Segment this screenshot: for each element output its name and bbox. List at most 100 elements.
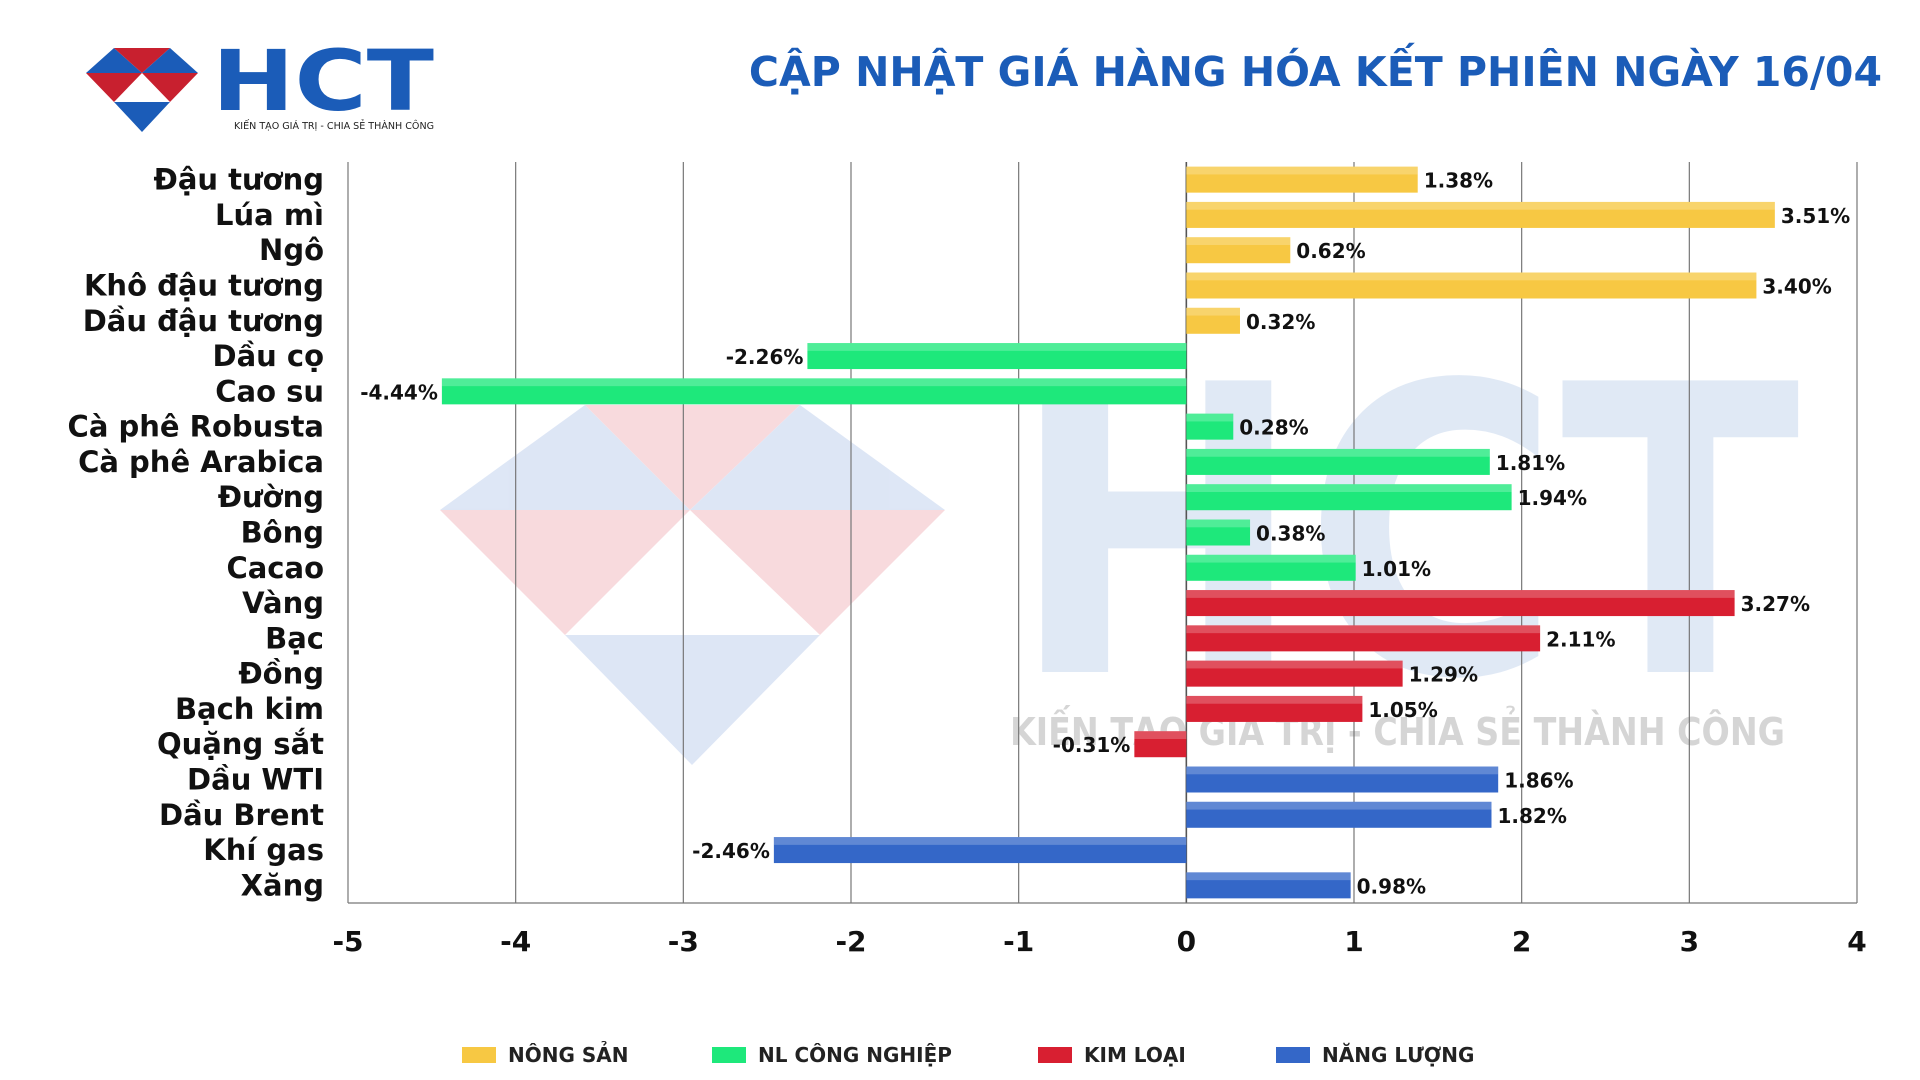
- category-label: Cà phê Robusta: [68, 410, 324, 444]
- data-label: 3.40%: [1762, 275, 1831, 299]
- x-tick-label: 0: [1177, 925, 1196, 958]
- category-label: Quặng sắt: [157, 727, 324, 761]
- data-label: -2.46%: [692, 839, 770, 863]
- data-label: 1.05%: [1368, 698, 1437, 722]
- chart-legend: NÔNG SẢN NL CÔNG NGHIỆP KIM LOẠI NĂNG LƯỢNG: [0, 1040, 1920, 1070]
- hct-logo: HCT KIẾN TẠO GIÁ TRỊ - CHIA SẺ THÀNH CÔN…: [86, 32, 434, 132]
- data-label: 1.38%: [1424, 169, 1493, 193]
- data-label: 1.86%: [1504, 769, 1573, 793]
- data-label: 1.82%: [1497, 804, 1566, 828]
- data-label: 1.81%: [1496, 451, 1565, 475]
- legend-item: NÔNG SẢN: [462, 1040, 628, 1070]
- bar: [1186, 554, 1356, 581]
- x-tick-label: 2: [1512, 925, 1531, 958]
- data-label: 1.29%: [1409, 663, 1478, 687]
- bar-highlight: [1186, 695, 1363, 704]
- bar-highlight: [1186, 872, 1351, 881]
- legend-label: NĂNG LƯỢNG: [1322, 1043, 1475, 1067]
- legend-swatch: [462, 1047, 496, 1063]
- bar: [1186, 590, 1735, 617]
- bar: [807, 343, 1187, 370]
- category-label: Khí gas: [203, 833, 324, 867]
- bar: [1186, 307, 1240, 334]
- category-label: Vàng: [242, 586, 324, 620]
- bar: [1186, 201, 1775, 228]
- page-title: CẬP NHẬT GIÁ HÀNG HÓA KẾT PHIÊN NGÀY 16/…: [748, 48, 1882, 96]
- bar-highlight: [1186, 554, 1356, 563]
- bar-highlight: [1186, 519, 1251, 528]
- bar-highlight: [1186, 272, 1757, 281]
- category-label: Cacao: [226, 551, 324, 585]
- logo-text: HCT: [212, 32, 434, 130]
- bar: [1186, 272, 1757, 299]
- bar-highlight: [1186, 766, 1499, 775]
- chart-bars: [441, 166, 1775, 899]
- category-label: Dầu đậu tương: [83, 304, 324, 338]
- bar-highlight: [807, 343, 1187, 351]
- bar-highlight: [1186, 660, 1403, 669]
- category-label: Bông: [241, 516, 324, 550]
- bar-highlight: [1134, 731, 1187, 740]
- data-label: 0.32%: [1246, 310, 1315, 334]
- data-label: 1.01%: [1362, 557, 1431, 581]
- bar: [1186, 166, 1418, 193]
- x-tick-label: 4: [1847, 925, 1866, 958]
- category-label: Cao su: [215, 374, 324, 408]
- category-label: Xăng: [241, 868, 324, 902]
- legend-item: NĂNG LƯỢNG: [1276, 1040, 1474, 1070]
- bar: [1186, 448, 1490, 475]
- bar-highlight: [1186, 484, 1512, 493]
- category-label: Đồng: [238, 657, 324, 691]
- data-label: -4.44%: [360, 380, 438, 404]
- bar: [1186, 237, 1291, 264]
- bar: [773, 837, 1187, 864]
- category-label: Đường: [218, 480, 324, 514]
- x-tick-label: -3: [668, 925, 699, 958]
- data-label: 2.11%: [1546, 627, 1615, 651]
- chart-data-labels: 1.38% 3.51% 0.62% 3.40% 0.32% -2.26% -4.44% 0.2…: [360, 169, 1850, 899]
- logo-diamond-icon: [86, 48, 198, 132]
- x-tick-label: -1: [1003, 925, 1034, 958]
- legend-label: NÔNG SẢN: [508, 1043, 629, 1067]
- bar-highlight: [1186, 166, 1418, 175]
- category-label: Bạc: [265, 621, 324, 655]
- data-label: 3.51%: [1781, 204, 1850, 228]
- data-label: -0.31%: [1053, 733, 1131, 757]
- legend-swatch: [1038, 1047, 1072, 1063]
- category-label: Lúa mì: [215, 198, 324, 232]
- bar-highlight: [1186, 413, 1234, 422]
- data-label: 0.38%: [1256, 522, 1325, 546]
- category-label: Dầu Brent: [159, 798, 324, 832]
- x-tick-label: -2: [835, 925, 866, 958]
- bar: [441, 378, 1187, 405]
- bar: [1186, 413, 1234, 440]
- data-label: 0.98%: [1357, 874, 1426, 898]
- x-tick-label: -4: [500, 925, 531, 958]
- bar-highlight: [1186, 307, 1240, 316]
- category-label: Dầu WTI: [187, 763, 324, 797]
- data-label: 0.62%: [1296, 239, 1365, 263]
- bar: [1186, 660, 1403, 687]
- bar-highlight: [1186, 625, 1541, 634]
- logo-tagline: KIẾN TẠO GIÁ TRỊ - CHIA SẺ THÀNH CÔNG: [234, 118, 434, 132]
- bar-highlight: [1186, 801, 1492, 810]
- chart-tick-labels: -5 -4 -3 -2 -1 0 1 2 3 4: [332, 925, 1866, 958]
- bar-highlight: [1186, 201, 1775, 210]
- bar: [1134, 731, 1187, 758]
- bar: [1186, 872, 1351, 899]
- category-label: Bạch kim: [175, 692, 324, 726]
- category-label: Ngô: [259, 233, 324, 267]
- bar: [1186, 695, 1363, 722]
- bar: [1186, 766, 1499, 793]
- x-tick-label: 1: [1344, 925, 1363, 958]
- bar-highlight: [1186, 590, 1735, 598]
- legend-swatch: [712, 1047, 746, 1063]
- data-label: 1.94%: [1518, 486, 1587, 510]
- category-label: Cà phê Arabica: [78, 445, 324, 479]
- legend-item: KIM LOẠI: [1038, 1040, 1186, 1070]
- x-tick-label: 3: [1680, 925, 1699, 958]
- x-tick-label: -5: [332, 925, 363, 958]
- bar-highlight: [441, 378, 1187, 387]
